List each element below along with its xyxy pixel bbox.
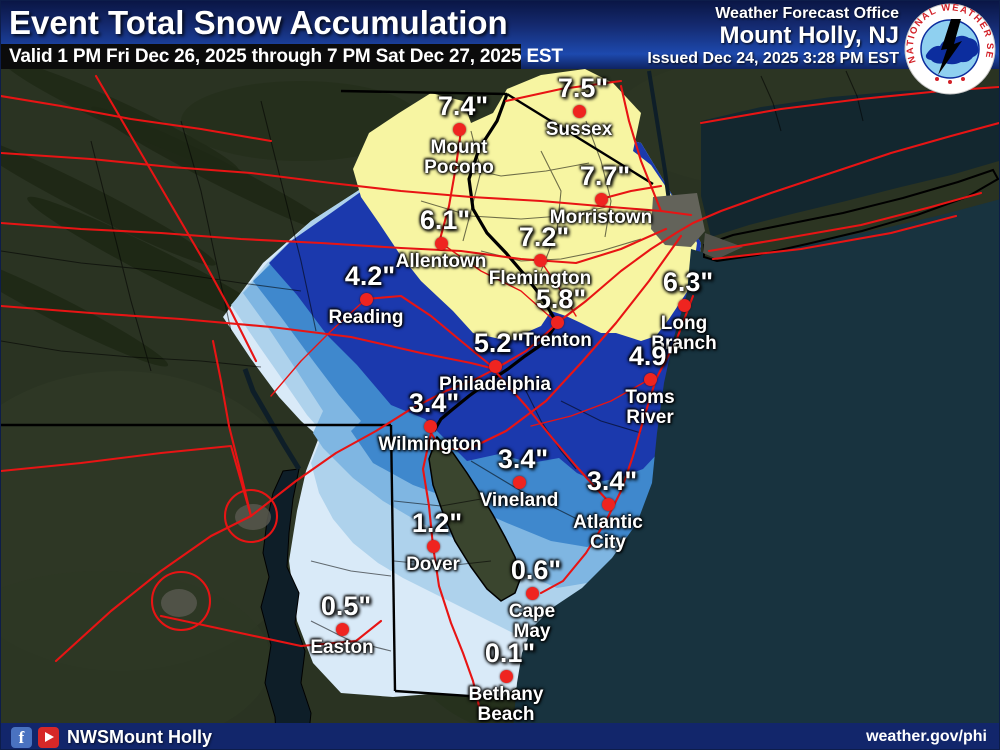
snow-total-value: 5.2" <box>473 328 525 358</box>
city-name: Vineland <box>479 490 559 511</box>
city-name: Dover <box>406 554 460 575</box>
city-dot-icon <box>594 192 608 206</box>
city-dot-icon <box>488 359 502 373</box>
valid-period-bar: Valid 1 PM Fri Dec 26, 2025 through 7 PM… <box>1 44 563 69</box>
dc-urban-area <box>161 589 197 617</box>
city-name: Mount Pocono <box>424 137 494 178</box>
city-dot-icon <box>572 104 586 118</box>
city-dot-icon <box>601 497 615 511</box>
city-name: Toms River <box>625 387 675 428</box>
state-boundaries <box>1 89 654 701</box>
office-name: Mount Holly, NJ <box>719 22 899 49</box>
city-name: Flemington <box>488 268 592 289</box>
social-handle: NWSMount Holly <box>67 726 212 747</box>
city-name: Morristown <box>549 207 653 228</box>
header-bar: Event Total Snow Accumulation Valid 1 PM… <box>1 1 999 95</box>
city-dot-icon <box>677 298 691 312</box>
valid-period-text: Valid 1 PM Fri Dec 26, 2025 through 7 PM… <box>9 46 563 67</box>
city-dot-icon <box>426 539 440 553</box>
logo-stars <box>935 77 965 84</box>
snow-total-value: 4.9" <box>628 341 680 371</box>
city-name: Long Branch <box>651 313 717 354</box>
play-icon[interactable] <box>38 726 59 748</box>
snow-total-value: 3.4" <box>497 444 549 474</box>
city-dot-icon <box>512 475 526 489</box>
snow-total-value: 6.1" <box>419 205 471 235</box>
road-network <box>1 74 999 708</box>
nyc-urban-area <box>651 193 743 259</box>
baltimore-urban-area <box>235 504 271 530</box>
city-dot-icon <box>499 669 513 683</box>
city-dot-icon <box>452 122 466 136</box>
website-url[interactable]: weather.gov/phi <box>866 728 987 745</box>
chesapeake-bay <box>260 468 312 749</box>
delaware-bay <box>428 435 522 602</box>
city-dot-icon <box>643 372 657 386</box>
snow-total-value: 0.5" <box>320 591 372 621</box>
city-name: Atlantic City <box>573 512 643 553</box>
snow-total-value: 7.5" <box>557 73 609 103</box>
city-name: Allentown <box>395 251 487 272</box>
city-name: Wilmington <box>378 434 482 455</box>
snow-total-value: 5.8" <box>535 284 587 314</box>
delaware-south-border <box>394 689 514 701</box>
city-dot-icon <box>434 236 448 250</box>
ny-nj-border <box>506 92 654 186</box>
office-label: Weather Forecast Office <box>715 5 899 22</box>
city-name: Bethany Beach <box>468 684 544 725</box>
baltimore-beltway <box>223 488 279 544</box>
nws-logo-icon: NATIONAL WEATHER SERVICE <box>904 3 996 95</box>
logo-lightning-icon <box>938 19 962 75</box>
snow-total-value: 3.4" <box>408 388 460 418</box>
city-name: Trenton <box>522 330 592 351</box>
city-dot-icon <box>533 253 547 267</box>
snow-total-value: 0.6" <box>510 555 562 585</box>
pa-ny-border <box>340 89 508 96</box>
city-name: Philadelphia <box>439 374 551 395</box>
office-block: Weather Forecast Office Mount Holly, NJ … <box>479 5 899 69</box>
delaware-river <box>432 93 559 432</box>
band-over-7-inch <box>353 69 697 341</box>
city-dot-icon <box>359 292 373 306</box>
snow-total-value: 7.7" <box>579 161 631 191</box>
city-dot-icon <box>335 622 349 636</box>
long-island-sound <box>701 87 999 237</box>
snow-total-value: 6.3" <box>662 267 714 297</box>
snow-total-value: 3.4" <box>586 466 638 496</box>
city-name: Reading <box>328 307 404 328</box>
city-name: Sussex <box>545 119 613 140</box>
delaware-west-border <box>389 424 397 692</box>
dc-beltway <box>150 570 212 632</box>
facebook-icon[interactable]: f <box>11 726 32 748</box>
susquehanna-river <box>242 368 302 471</box>
city-name: Easton <box>310 637 374 658</box>
issued-timestamp: Issued Dec 24, 2025 3:28 PM EST <box>647 50 899 67</box>
snow-total-value: 7.2" <box>518 222 570 252</box>
atlantic-ocean <box>512 199 999 749</box>
city-dot-icon <box>423 419 437 433</box>
snow-bands <box>223 69 701 698</box>
footer-bar: f NWSMount Holly weather.gov/phi <box>1 723 999 749</box>
snow-total-value: 1.2" <box>411 508 463 538</box>
city-dot-icon <box>550 315 564 329</box>
snow-total-value: 4.2" <box>344 261 396 291</box>
city-name: Cape May <box>508 601 556 642</box>
snow-total-value: 0.1" <box>484 638 536 668</box>
long-island <box>703 168 999 263</box>
snow-total-value: 7.4" <box>437 91 489 121</box>
inland-waters <box>242 70 679 749</box>
city-dot-icon <box>525 586 539 600</box>
page-title: Event Total Snow Accumulation <box>9 4 508 41</box>
